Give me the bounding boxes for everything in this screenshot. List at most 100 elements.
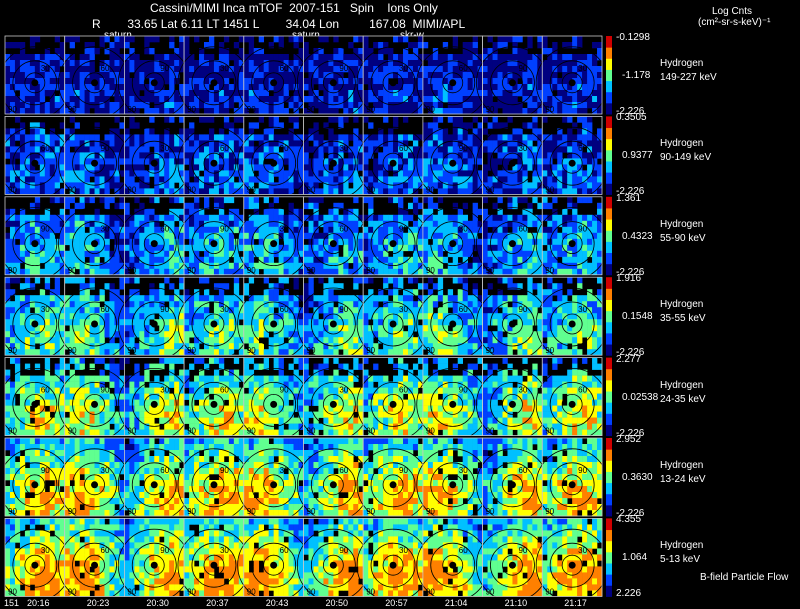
contour-label: 30: [518, 385, 527, 394]
contour-label: 60: [160, 466, 169, 475]
image-frame: 60 90: [416, 35, 490, 120]
contour-label: 90: [160, 64, 169, 73]
species-label: Hydrogen: [660, 460, 704, 471]
contour-label: 90: [426, 346, 435, 355]
contour-label: 90: [518, 305, 527, 314]
skr-marker: skr-w: [400, 30, 424, 41]
time-prefix: 151: [4, 598, 20, 608]
contour-label: 90: [426, 185, 435, 194]
contour-label: 90: [307, 587, 316, 596]
contour-label: 60: [101, 64, 110, 73]
contour-label: 90: [127, 105, 136, 114]
image-frame: 90 90: [117, 518, 191, 602]
contour-label: 90: [366, 587, 375, 596]
contour-label: 90: [486, 507, 495, 516]
image-frame: 60 90: [356, 116, 430, 200]
contour-label: 90: [247, 346, 256, 355]
contour-label: 90: [187, 105, 196, 114]
contour-label: 60: [339, 466, 348, 475]
contour-label: 60: [459, 546, 468, 555]
image-frame: 90 90: [476, 35, 549, 120]
species-label: Hydrogen: [660, 138, 704, 150]
time-tick-label: 21:10: [504, 598, 528, 608]
contour-label: 90: [8, 105, 17, 114]
colorbar-mid: 1.064: [622, 552, 648, 564]
image-frame: 60 90: [58, 276, 131, 361]
contour-label: 60: [578, 144, 587, 153]
contour-label: 30: [220, 64, 229, 73]
energy-row: 60 90 90 90 30 90 60 90 90 90 30 90 60 90 90 90 30 90 60 90: [0, 116, 609, 200]
contour-label: 30: [399, 546, 408, 555]
image-frame: 60 90: [58, 35, 131, 120]
time-tick-label: 20:16: [27, 598, 50, 608]
contour-label: 90: [101, 385, 110, 394]
image-frame: 60 90: [177, 357, 251, 441]
image-frame: 30 90: [177, 35, 251, 120]
contour-label: 90: [399, 225, 408, 234]
colorbar-max: 2.277: [616, 353, 642, 365]
contour-label: 90: [399, 466, 408, 475]
contour-label: 30: [399, 305, 408, 314]
contour-label: 30: [160, 144, 169, 153]
colorbar: [606, 277, 612, 356]
image-frame: 30 90: [237, 196, 311, 281]
contour-label: 90: [366, 105, 375, 114]
image-frame: 90 90: [296, 518, 370, 602]
contour-label: 90: [187, 266, 196, 275]
contour-label: 90: [247, 587, 256, 596]
energy-range-label: 35-55 keV: [660, 313, 706, 325]
contour-label: 90: [366, 185, 375, 194]
contour-label: 90: [578, 466, 587, 475]
image-frame: 60 90: [535, 357, 609, 441]
image-frame: 90 90: [416, 357, 490, 441]
contour-label: 90: [459, 385, 468, 394]
energy-range-label: 90-149 keV: [660, 152, 712, 164]
contour-label: 30: [101, 466, 110, 475]
contour-label: 90: [127, 185, 136, 194]
contour-label: 90: [247, 185, 256, 194]
contour-label: 90: [366, 266, 375, 275]
species-label: Hydrogen: [660, 540, 704, 552]
image-frame: 30 90: [58, 437, 131, 522]
contour-label: 90: [127, 507, 136, 516]
contour-label: 30: [41, 546, 50, 555]
image-frame: 60 90: [0, 357, 72, 441]
contour-label: 90: [578, 225, 587, 234]
energy-range-label: 13-24 keV: [660, 474, 706, 485]
colorbar-mid: 0.02538: [622, 391, 659, 403]
contour-label: 90: [518, 546, 527, 555]
contour-label: 90: [307, 185, 316, 194]
image-frame: 60 90: [237, 276, 311, 361]
contour-label: 90: [545, 105, 554, 114]
contour-label: 90: [426, 587, 435, 596]
contour-label: 90: [307, 427, 316, 436]
contour-label: 90: [160, 305, 169, 314]
contour-label: 90: [247, 427, 256, 436]
energy-range-label: 149-227 keV: [660, 72, 717, 83]
species-label: Hydrogen: [660, 58, 704, 69]
contour-label: 90: [426, 507, 435, 516]
colorbar-mid: 0.4323: [622, 230, 653, 242]
contour-label: 90: [459, 144, 468, 153]
image-frame: 90 90: [416, 116, 490, 200]
contour-label: 90: [187, 346, 196, 355]
image-frame: 60 90: [296, 437, 370, 522]
colorbar-max: 0.3505: [616, 112, 647, 124]
contour-label: 90: [307, 105, 316, 114]
image-frame: 30 90: [356, 35, 430, 120]
contour-label: 90: [545, 266, 554, 275]
contour-label: 90: [486, 185, 495, 194]
image-frame: 60 90: [535, 116, 609, 200]
contour-label: 90: [187, 507, 196, 516]
contour-label: 90: [280, 144, 289, 153]
colorbar-max: 4.355: [616, 514, 642, 526]
colorbar-max: 2.952: [616, 434, 642, 445]
contour-label: 90: [160, 546, 169, 555]
contour-label: 90: [8, 587, 17, 596]
contour-label: 30: [280, 466, 289, 475]
image-frame: 90 90: [58, 116, 131, 200]
image-frame: 30 90: [177, 276, 251, 361]
contour-label: 90: [101, 144, 110, 153]
image-frame: 30 90: [117, 357, 191, 441]
